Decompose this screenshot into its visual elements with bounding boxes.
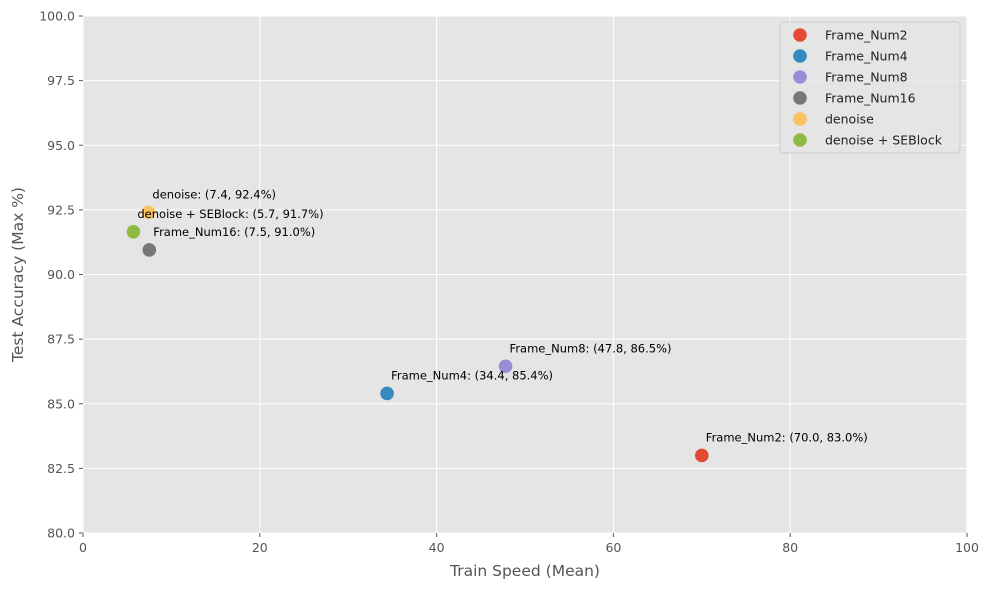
point-annotation: Frame_Num2: (70.0, 83.0%) <box>706 430 868 444</box>
legend-entry: Frame_Num4 <box>825 49 908 64</box>
legend-entry: Frame_Num8 <box>825 70 908 85</box>
legend: Frame_Num2 Frame_Num4 Frame_Num8 Frame_Num1… <box>779 21 961 154</box>
data-points <box>126 205 709 463</box>
legend-marker <box>793 112 807 126</box>
legend-marker <box>793 28 807 42</box>
y-tick-label: 87.5 <box>47 332 75 347</box>
data-point <box>380 386 394 401</box>
data-point <box>498 359 513 374</box>
point-annotation: Frame_Num4: (34.4, 85.4%) <box>391 368 553 382</box>
legend-marker <box>793 70 807 84</box>
tick-labels: 0 20 40 60 80 100 80.0 82.5 85.0 87.5 90.0 92.5 95.0… <box>39 9 979 556</box>
y-axis-label: Test Accuracy (Max %) <box>9 187 27 363</box>
y-tick-label: 82.5 <box>47 461 75 476</box>
data-point <box>695 448 709 463</box>
point-annotation: denoise: (7.4, 92.4%) <box>152 187 276 201</box>
legend-marker <box>793 91 807 105</box>
point-annotations: Frame_Num2: (70.0, 83.0%) Frame_Num4: (34… <box>137 187 867 444</box>
x-tick-label: 0 <box>79 540 87 555</box>
legend-entry: denoise <box>825 112 874 127</box>
y-tick-label: 90.0 <box>47 267 75 282</box>
y-tick-label: 95.0 <box>47 138 75 153</box>
legend-entry: Frame_Num16 <box>825 91 916 106</box>
y-tick-label: 85.0 <box>47 396 75 411</box>
x-axis-label: Train Speed (Mean) <box>449 562 600 580</box>
y-tick-label: 80.0 <box>47 526 75 541</box>
data-point <box>126 225 141 239</box>
legend-entry: denoise + SEBlock <box>825 133 943 148</box>
point-annotation: Frame_Num16: (7.5, 91.0%) <box>153 225 315 239</box>
legend-marker <box>793 133 807 147</box>
point-annotation: denoise + SEBlock: (5.7, 91.7%) <box>137 207 323 221</box>
y-tick-label: 92.5 <box>47 202 75 217</box>
legend-entry: Frame_Num2 <box>825 28 908 43</box>
legend-marker <box>793 49 807 63</box>
data-point <box>141 205 156 220</box>
y-tick-label: 100.0 <box>39 9 75 24</box>
point-annotation: Frame_Num8: (47.8, 86.5%) <box>510 341 672 355</box>
x-tick-label: 40 <box>429 540 445 555</box>
data-point <box>142 243 157 257</box>
x-tick-label: 20 <box>252 540 268 555</box>
x-tick-label: 80 <box>782 540 798 555</box>
x-tick-label: 100 <box>955 540 979 555</box>
y-tick-label: 97.5 <box>47 73 75 88</box>
legend-box <box>779 21 961 154</box>
x-tick-label: 60 <box>605 540 621 555</box>
grid-lines <box>82 15 968 534</box>
